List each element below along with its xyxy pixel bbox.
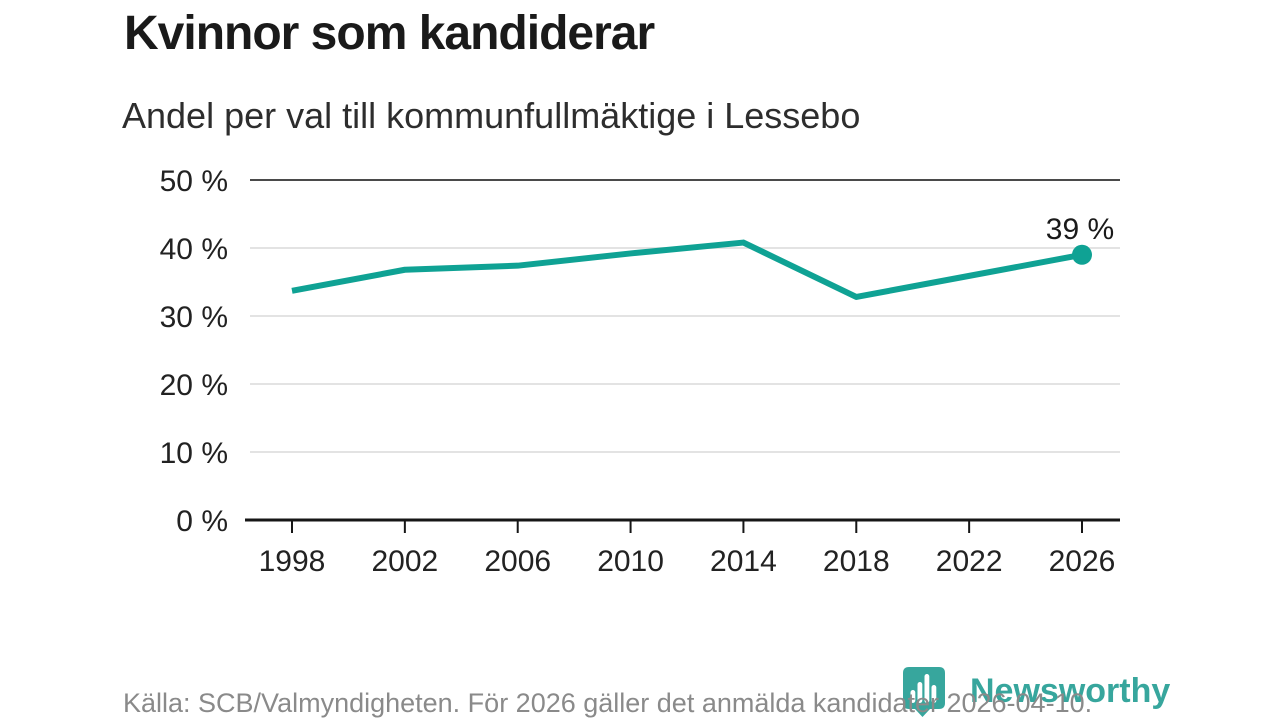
data-line — [291, 239, 1083, 300]
x-tick-label: 2026 — [1049, 545, 1116, 578]
x-tick-label: 2002 — [371, 545, 438, 578]
x-tick-label: 2014 — [710, 545, 777, 578]
source-note: Källa: SCB/Valmyndigheten. För 2026 gäll… — [123, 688, 1093, 718]
x-tick-label: 2018 — [823, 545, 890, 578]
end-point-dot — [1072, 244, 1092, 265]
page-title: Kvinnor som kandiderar — [124, 7, 655, 60]
line-chart: 0 % 10 % 20 % 30 % 40 % 50 % 1998 2002 2006 2010 2… — [160, 165, 1120, 578]
newsworthy-logo: Newsworthy — [902, 666, 1170, 718]
x-tick-label: 2022 — [936, 545, 1003, 578]
end-point-label: 39 % — [1046, 213, 1114, 246]
y-tick-label: 20 % — [160, 369, 228, 402]
y-tick-label: 10 % — [160, 437, 228, 470]
bar-chart-pin-icon — [903, 667, 945, 717]
y-tick-label: 50 % — [160, 165, 228, 198]
y-tick-label: 0 % — [176, 505, 228, 538]
brand-name: Newsworthy — [970, 672, 1171, 710]
x-tick-label: 2010 — [597, 545, 664, 578]
page-subtitle: Andel per val till kommunfullmäktige i L… — [122, 95, 861, 136]
x-tick-label: 1998 — [259, 545, 326, 578]
y-tick-label: 30 % — [160, 301, 228, 334]
x-tick-label: 2006 — [484, 545, 551, 578]
y-tick-label: 40 % — [160, 233, 228, 266]
